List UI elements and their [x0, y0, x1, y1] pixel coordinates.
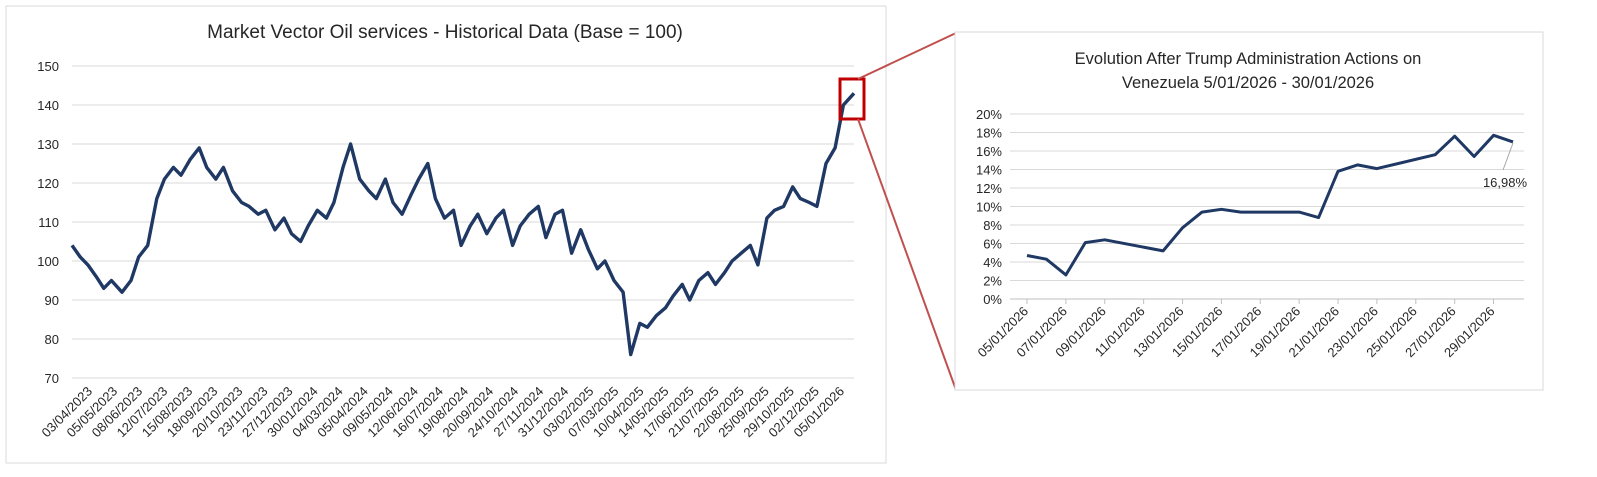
main-series-line [70, 92, 856, 357]
inset-y-tick-label: 6% [983, 237, 1002, 252]
main-y-tick-label: 140 [37, 98, 59, 113]
connector-line-bottom [857, 118, 957, 391]
inset-y-tick-label: 8% [983, 218, 1002, 233]
connector-line-top [857, 32, 957, 80]
main-y-tick-label: 80 [45, 332, 59, 347]
inset-y-tick-label: 4% [983, 255, 1002, 270]
main-y-tick-label: 120 [37, 176, 59, 191]
main-chart-grid [72, 65, 854, 379]
main-y-tick-label: 110 [38, 215, 59, 230]
inset-y-tick-label: 16% [976, 144, 1002, 159]
inset-series-line [1026, 133, 1514, 277]
main-chart-y-axis: 70 80 90 100 110 120 130 140 150 [37, 59, 59, 386]
main-y-tick-label: 70 [45, 371, 59, 386]
inset-y-tick-label: 20% [976, 107, 1002, 122]
inset-chart-title-line-2: Venezuela 5/01/2026 - 30/01/2026 [1122, 74, 1374, 92]
inset-chart-grid [1010, 113, 1524, 300]
highlight-box [838, 77, 866, 121]
inset-y-tick-label: 14% [976, 163, 1002, 178]
main-y-tick-label: 130 [37, 137, 59, 152]
main-y-tick-label: 100 [37, 254, 59, 269]
main-chart-title: Market Vector Oil services - Historical … [207, 22, 683, 43]
inset-y-tick-label: 2% [983, 274, 1002, 289]
inset-y-tick-label: 12% [976, 181, 1002, 196]
inset-y-tick-label: 0% [983, 292, 1002, 307]
inset-chart-y-axis: 0% 2% 4% 6% 8% 10% 12% 14% 16% 18% 20% [976, 107, 1002, 307]
last-value-annotation: 16,98% [1483, 175, 1528, 190]
annotation-leader-line [1502, 142, 1514, 171]
inset-y-tick-label: 10% [976, 200, 1002, 215]
main-y-tick-label: 90 [45, 293, 59, 308]
main-chart-frame [5, 5, 887, 464]
inset-chart-title-line-1: Evolution After Trump Administration Act… [1075, 50, 1422, 68]
main-y-tick-label: 150 [37, 59, 59, 74]
inset-y-tick-label: 18% [976, 126, 1002, 141]
